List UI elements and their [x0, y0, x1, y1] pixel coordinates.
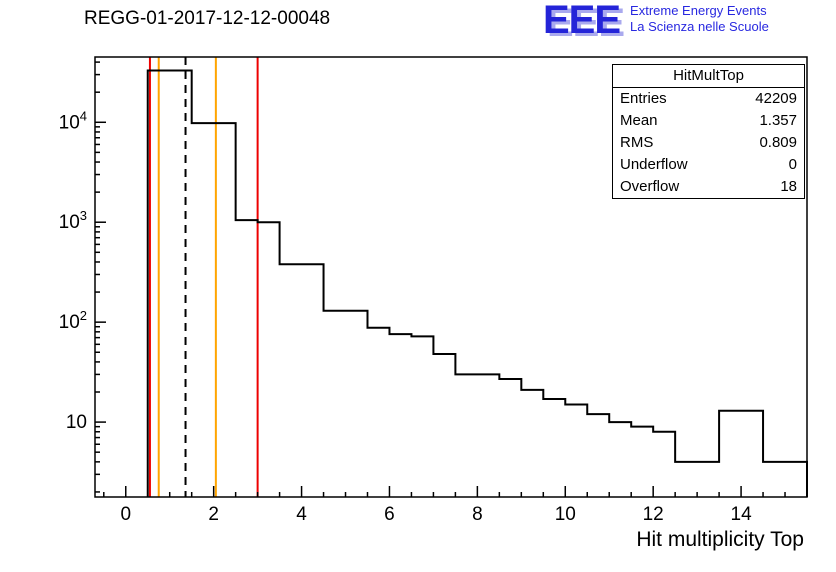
stats-value: 0.809 [759, 134, 797, 151]
eee-logo-line2: La Scienza nelle Scuole [630, 19, 769, 34]
histogram-line [146, 69, 808, 497]
stats-value: 1.357 [759, 112, 797, 129]
x-tick-label: 14 [731, 504, 753, 525]
y-tick-label: 103 [59, 208, 87, 233]
stats-value: 18 [780, 178, 797, 195]
eee-logo-line1: Extreme Energy Events [630, 3, 767, 18]
y-tick-label: 104 [59, 108, 87, 133]
stats-row-overflow: Overflow 18 [613, 176, 804, 198]
stats-row-mean: Mean 1.357 [613, 110, 804, 132]
stats-label: Overflow [620, 178, 680, 195]
x-tick-label: 8 [472, 504, 483, 525]
stats-box: HitMultTop Entries 42209 Mean 1.357 RMS … [612, 64, 805, 199]
eee-logo-letters: EEE [543, 0, 621, 42]
y-tick-label: 10 [66, 412, 87, 433]
plot-frame [94, 56, 808, 498]
stats-row-rms: RMS 0.809 [613, 132, 804, 154]
x-axis-title: Hit multiplicity Top [636, 528, 804, 551]
stats-value: 42209 [755, 90, 797, 107]
stats-label: Underflow [620, 156, 688, 173]
plot-title: REGG-01-2017-12-12-00048 [84, 8, 331, 29]
eee-logo-text: Extreme Energy Events La Scienza nelle S… [630, 3, 769, 35]
stats-row-entries: Entries 42209 [613, 88, 804, 110]
eee-logo: EEE Extreme Energy Events La Scienza nel… [543, 0, 769, 40]
x-tick-label: 4 [296, 504, 307, 525]
stats-value: 0 [788, 156, 797, 173]
x-tick-label: 12 [643, 504, 664, 525]
stats-box-title: HitMultTop [613, 65, 804, 88]
x-tick-label: 10 [555, 504, 576, 525]
x-tick-label: 2 [208, 504, 219, 525]
stats-row-underflow: Underflow 0 [613, 154, 804, 176]
y-tick-label: 102 [59, 308, 87, 333]
x-tick-label: 0 [120, 504, 131, 525]
stats-label: Mean [620, 112, 658, 129]
stats-label: Entries [620, 90, 667, 107]
stats-label: RMS [620, 134, 654, 151]
x-tick-label: 6 [384, 504, 395, 525]
